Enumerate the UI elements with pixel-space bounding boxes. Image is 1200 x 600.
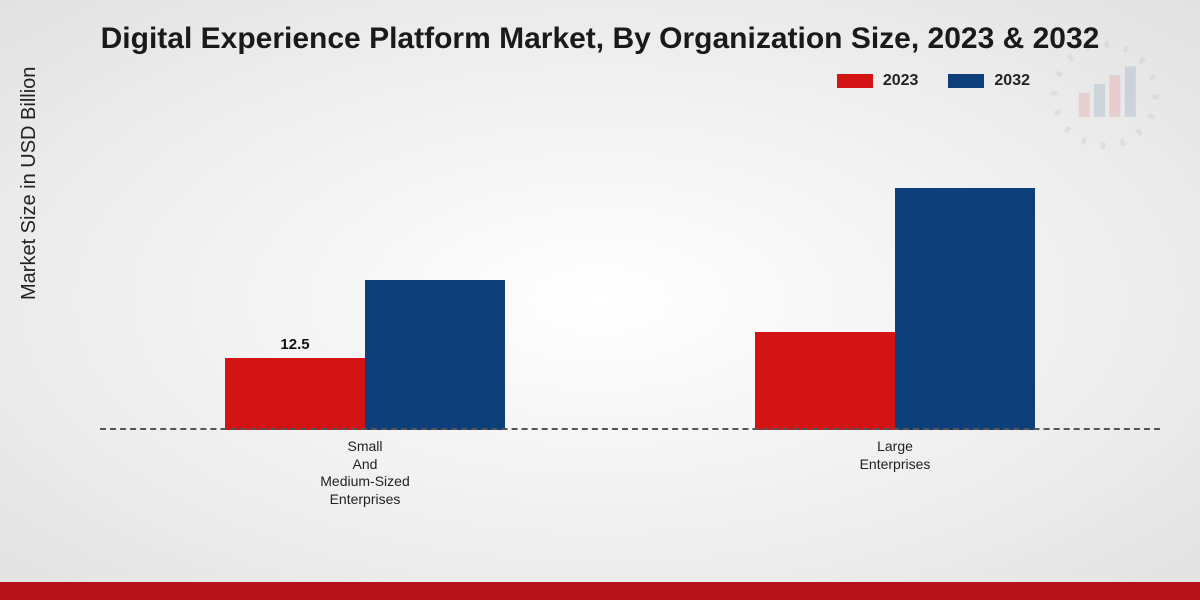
legend-label-2023: 2023 xyxy=(883,72,919,90)
value-label: 12.5 xyxy=(225,336,365,353)
bar-pair xyxy=(755,188,1035,430)
bar-large-2032 xyxy=(895,188,1035,430)
bar-sme-2023: 12.5 xyxy=(225,358,365,430)
bar-sme-2032 xyxy=(365,280,505,430)
footer-bar xyxy=(0,582,1200,600)
bar-groups: 12.5 xyxy=(100,130,1160,430)
chart-title: Digital Experience Platform Market, By O… xyxy=(0,22,1200,56)
bar-large-2023 xyxy=(755,332,895,430)
baseline xyxy=(100,428,1160,430)
legend-label-2032: 2032 xyxy=(994,72,1030,90)
group-sme: 12.5 xyxy=(100,130,630,430)
legend-item-2023: 2023 xyxy=(837,72,919,90)
xlabel-text: Small And Medium-Sized Enterprises xyxy=(320,438,409,510)
x-labels: Small And Medium-Sized Enterprises Large… xyxy=(100,432,1160,510)
xlabel-sme: Small And Medium-Sized Enterprises xyxy=(100,432,630,510)
legend-swatch-2023 xyxy=(837,74,873,88)
legend-swatch-2032 xyxy=(948,74,984,88)
xlabel-text: Large Enterprises xyxy=(860,438,931,510)
y-axis-label: Market Size in USD Billion xyxy=(18,67,41,300)
legend-item-2032: 2032 xyxy=(948,72,1030,90)
legend: 2023 2032 xyxy=(837,72,1030,90)
bar-pair: 12.5 xyxy=(225,280,505,430)
plot-area: 12.5 Small And Medium-Sized Enterprises xyxy=(100,130,1160,510)
xlabel-large: Large Enterprises xyxy=(630,432,1160,510)
group-large xyxy=(630,130,1160,430)
